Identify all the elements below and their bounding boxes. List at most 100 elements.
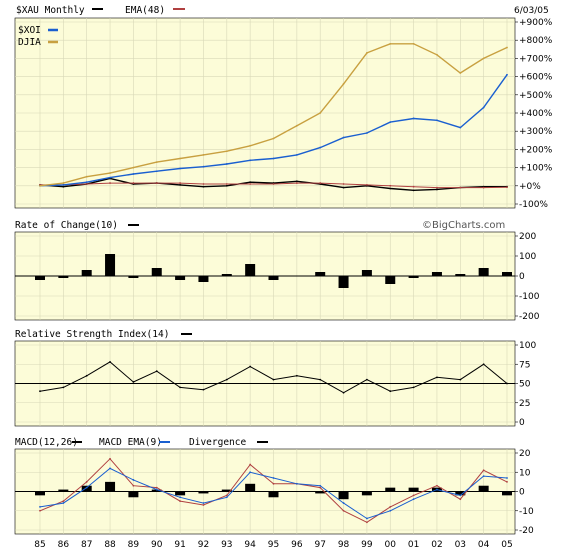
x-tick-label: 98 — [338, 540, 350, 550]
divergence-bar — [198, 491, 209, 494]
divergence-bar — [35, 491, 45, 496]
macd-point — [436, 484, 438, 487]
divergence-bar — [81, 485, 92, 492]
macd-point — [179, 500, 182, 503]
macd-point — [132, 484, 135, 487]
macd-ema-point — [412, 498, 415, 501]
y-tick-label: 75 — [519, 360, 530, 370]
rsi-point — [132, 381, 135, 383]
series-point — [366, 132, 368, 134]
divergence-bar — [128, 491, 139, 498]
macd-ema-point — [319, 484, 322, 487]
y-tick-label: +500% — [519, 91, 553, 101]
x-tick-label: 86 — [58, 540, 70, 550]
divergence-bar — [338, 491, 349, 500]
y-tick-label: +800% — [519, 36, 553, 46]
series-point — [319, 146, 322, 149]
watermark: ©BigCharts.com — [422, 220, 505, 231]
series-point — [85, 175, 88, 178]
rsi-point — [155, 370, 158, 373]
series-point — [202, 165, 205, 168]
series-point — [389, 187, 392, 190]
roc-bar — [502, 272, 512, 276]
series-point — [342, 82, 345, 85]
series-point — [295, 182, 298, 184]
series-point — [132, 182, 135, 184]
rsi-point — [39, 390, 41, 393]
divergence-bar — [268, 491, 279, 498]
y-tick-label: -200 — [519, 312, 540, 322]
macd-point — [506, 480, 508, 483]
series-point — [155, 161, 158, 164]
y-tick-label: 20 — [519, 449, 531, 459]
series-point — [366, 183, 368, 186]
series-point — [62, 183, 65, 186]
series-point — [272, 157, 275, 160]
macd-point — [342, 509, 345, 512]
x-tick-label: 88 — [104, 540, 116, 550]
series-point — [272, 137, 275, 140]
series-point — [506, 46, 508, 49]
macd-ema-point — [179, 496, 182, 499]
roc-bar — [81, 270, 92, 276]
series-point — [389, 42, 392, 45]
macd-ema-point — [272, 477, 275, 479]
series-point — [132, 173, 135, 175]
y-tick-label: 0 — [519, 418, 525, 428]
series-point — [436, 119, 438, 122]
divergence-bar — [478, 485, 489, 492]
macd-point — [459, 498, 462, 501]
x-tick-label: 91 — [174, 540, 185, 550]
y-tick-label: -100% — [519, 200, 548, 210]
series-point — [506, 186, 508, 189]
y-tick-label: +0% — [519, 182, 541, 192]
series-point — [459, 126, 462, 129]
macd-point — [85, 480, 88, 483]
series-point — [109, 182, 111, 184]
series-point — [249, 183, 252, 185]
series-point — [202, 153, 205, 156]
macd-point — [155, 486, 158, 489]
macd-ema-point — [366, 517, 368, 520]
series-point — [412, 117, 415, 120]
rsi-point — [295, 374, 298, 377]
x-tick-label: 05 — [501, 540, 512, 550]
series-point — [295, 124, 298, 127]
series-point — [295, 153, 298, 156]
macd-ema-point — [202, 502, 205, 504]
series-point — [39, 184, 41, 187]
roc-bar — [455, 274, 466, 276]
y-tick-label: +100% — [519, 164, 553, 174]
series-point — [249, 181, 252, 184]
series-point — [225, 150, 228, 153]
ema-label: EMA(48) — [125, 5, 165, 16]
y-tick-label: +900% — [519, 18, 553, 28]
macd-ema-point — [155, 488, 158, 491]
rsi-point — [179, 386, 182, 389]
y-tick-label: -100 — [519, 292, 540, 302]
series-point — [412, 185, 415, 188]
series-point — [506, 73, 508, 76]
rsi-point — [319, 378, 322, 381]
series-point — [272, 183, 275, 185]
macd-point — [202, 504, 205, 506]
series-point — [482, 106, 485, 109]
series-point — [342, 183, 345, 185]
macd-point — [39, 509, 41, 512]
series-point — [342, 186, 345, 189]
divergence-bar — [361, 491, 372, 496]
roc-bar — [35, 276, 45, 280]
series-point — [225, 184, 228, 187]
y-tick-label: -10 — [519, 507, 534, 517]
rsi-label: Relative Strength Index(14) — [15, 329, 169, 340]
series-point — [459, 72, 462, 74]
series-point — [482, 57, 485, 60]
divergence-bar — [221, 489, 232, 492]
x-tick-label: 93 — [221, 540, 232, 550]
macd-point — [389, 506, 392, 508]
rsi-point — [272, 378, 275, 381]
y-tick-label: 25 — [519, 399, 530, 409]
series-point — [436, 53, 438, 56]
divergence-bar — [502, 491, 512, 496]
macd-ema-point — [39, 506, 41, 508]
